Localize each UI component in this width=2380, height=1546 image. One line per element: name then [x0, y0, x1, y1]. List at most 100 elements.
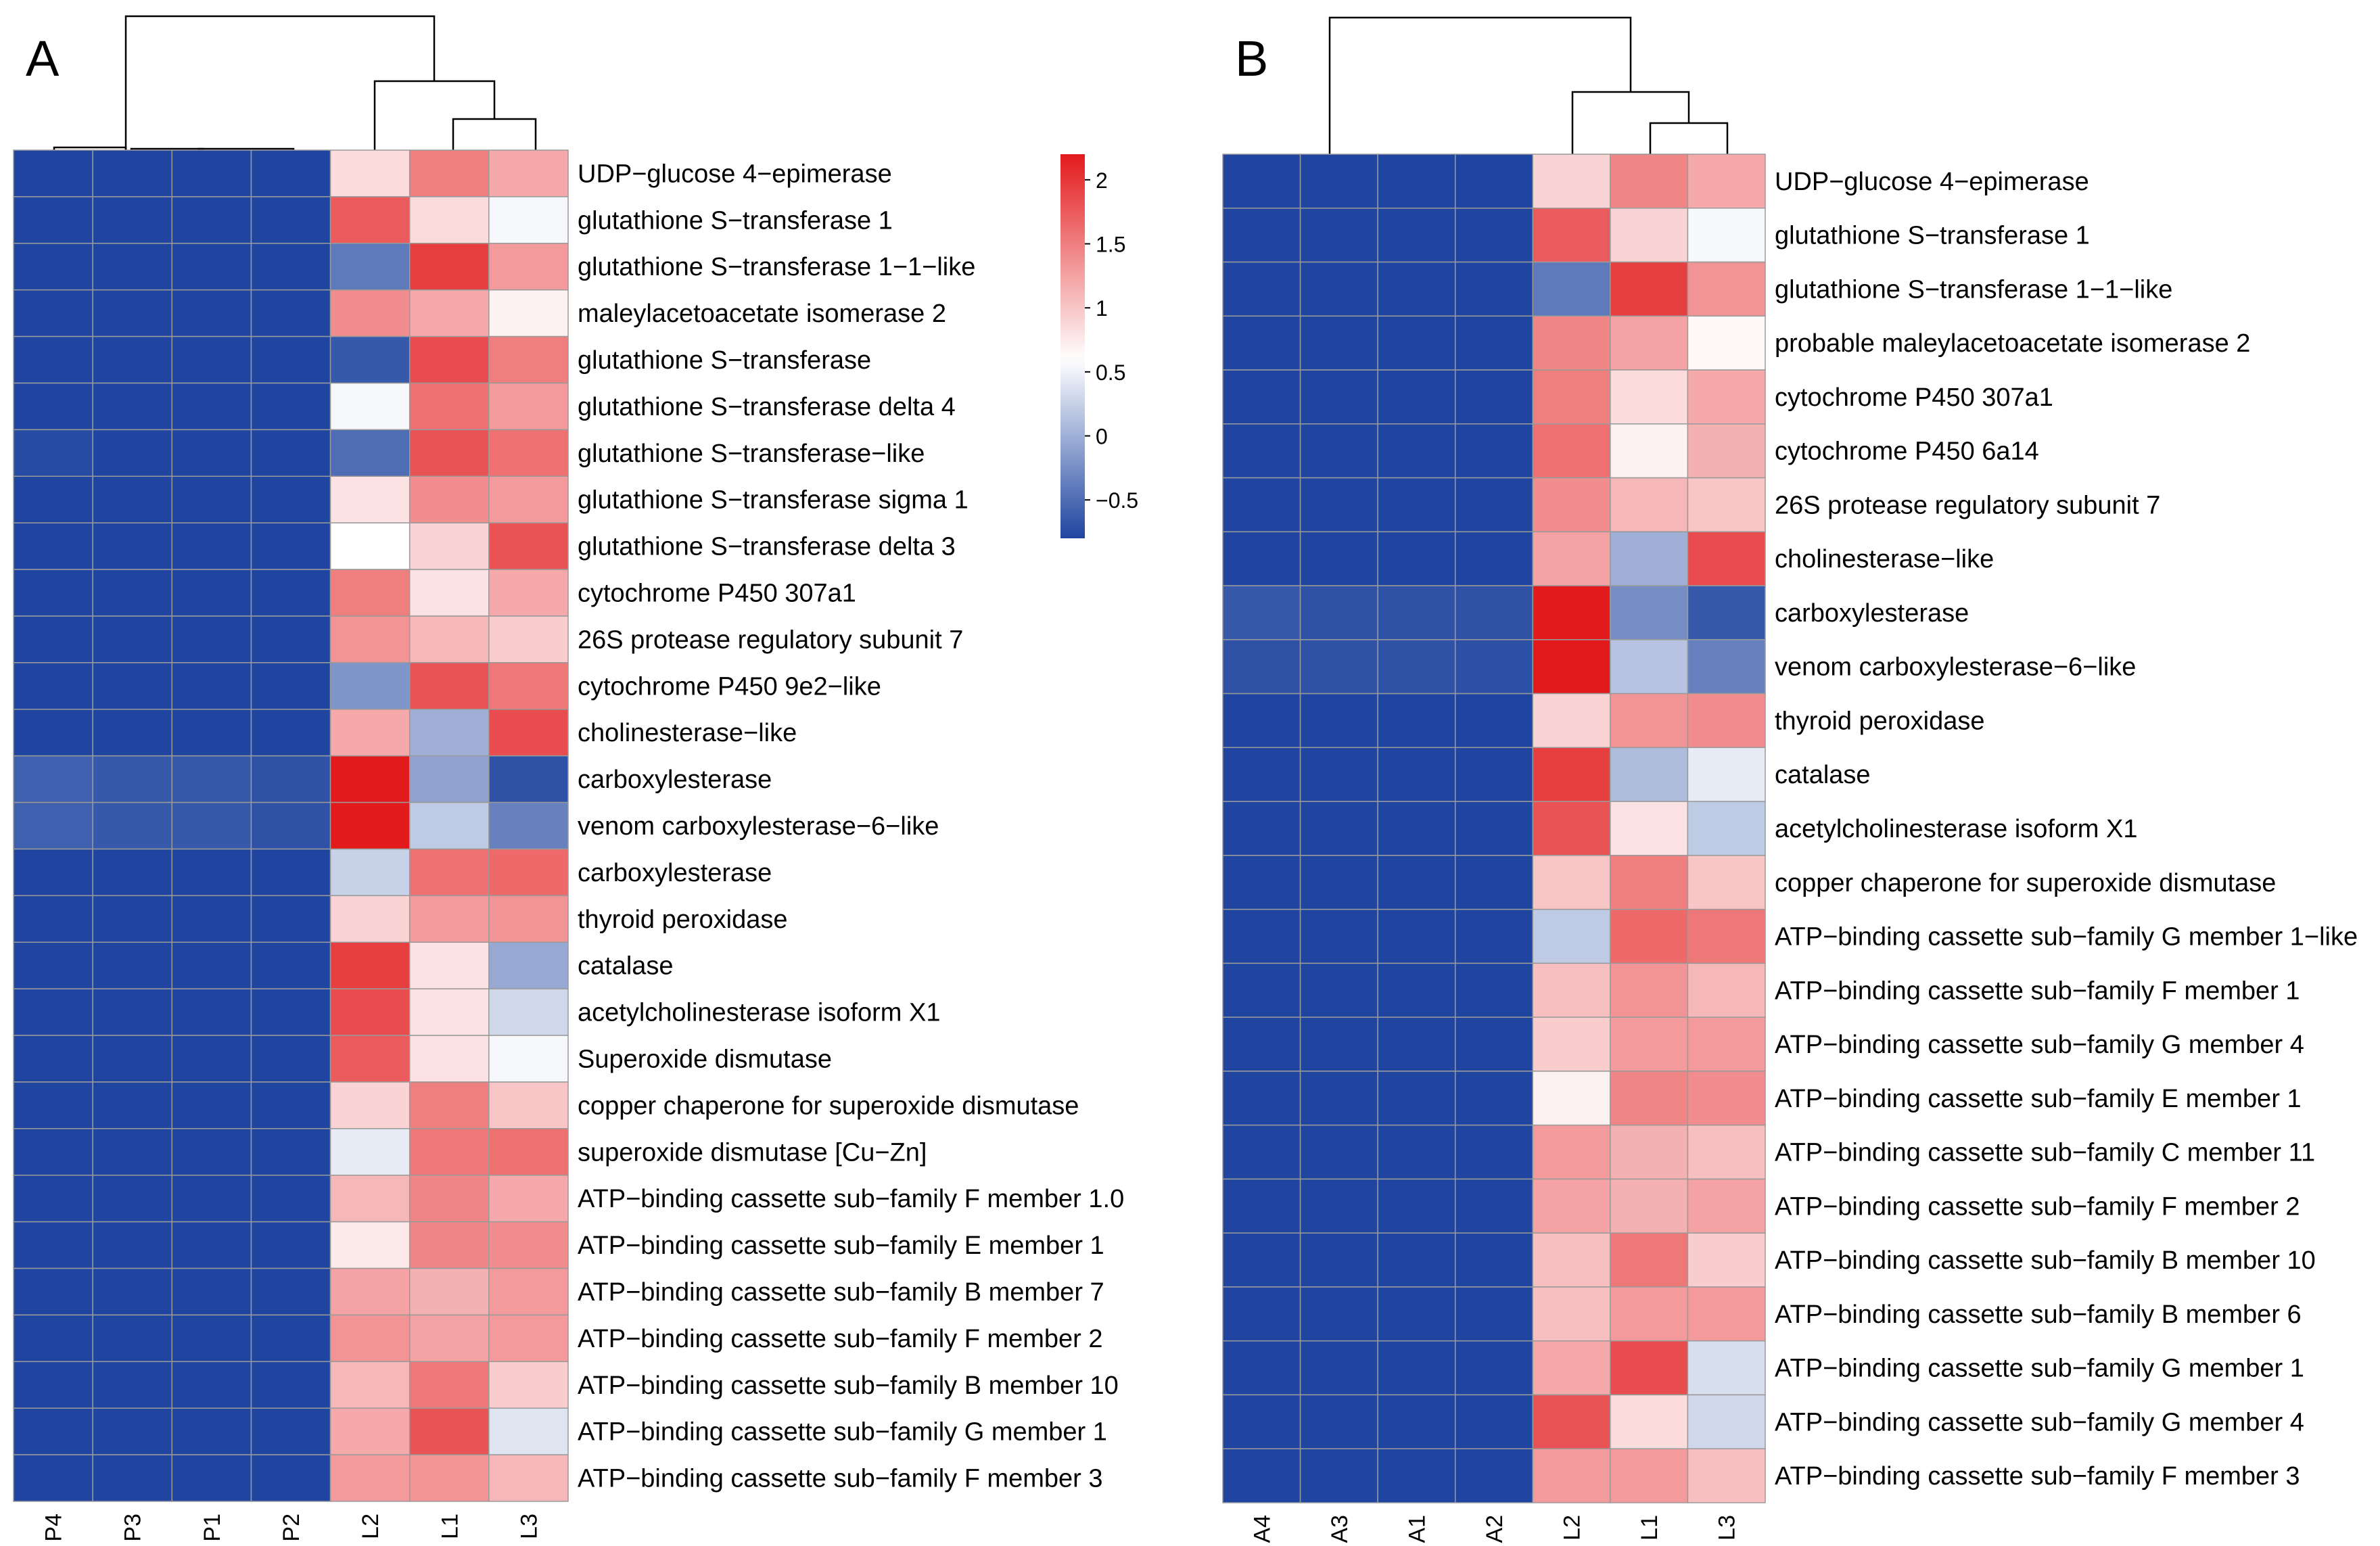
heatmap-cell [488, 755, 569, 803]
heatmap-cell [92, 475, 173, 523]
row-label: carboxylesterase [1775, 599, 1969, 628]
heatmap-cell [1454, 908, 1534, 964]
heatmap-cell [1299, 208, 1378, 263]
heatmap-cell [250, 429, 331, 477]
heatmap-cell [1454, 369, 1534, 425]
column-label: L3 [1714, 1515, 1740, 1541]
heatmap-cell [1299, 477, 1378, 533]
row-label: thyroid peroxidase [578, 906, 788, 934]
heatmap-cell [171, 1361, 252, 1409]
heatmap-cell [1687, 1286, 1766, 1342]
heatmap-cell [1222, 1286, 1301, 1342]
heatmap-cell [1687, 639, 1766, 695]
heatmap-cell [1299, 855, 1378, 910]
heatmap-cell [1222, 423, 1301, 479]
column-label: L1 [1637, 1515, 1662, 1541]
panel-b-column-dendrogram [1328, 16, 1729, 154]
column-label: A1 [1404, 1515, 1430, 1543]
heatmap-cell [92, 662, 173, 710]
heatmap-cell [1222, 855, 1301, 910]
column-label: L1 [437, 1514, 463, 1539]
heatmap-cell [250, 522, 331, 570]
heatmap-cell [1532, 908, 1611, 964]
heatmap-cell [329, 1081, 411, 1129]
row-label: cytochrome P450 307a1 [578, 580, 856, 608]
heatmap-cell [1299, 747, 1378, 802]
heatmap-cell [1532, 154, 1611, 209]
heatmap-cell [250, 1174, 331, 1223]
heatmap-cell [1222, 369, 1301, 425]
heatmap-cell [250, 755, 331, 803]
heatmap-cell [171, 243, 252, 291]
heatmap-cell [1687, 369, 1766, 425]
heatmap-cell [171, 801, 252, 850]
heatmap-cell [1377, 801, 1456, 856]
heatmap-cell [92, 522, 173, 570]
heatmap-cell [1377, 423, 1456, 479]
heatmap-cell [92, 895, 173, 943]
row-label: ATP−binding cassette sub−family G member… [578, 1418, 1107, 1447]
heatmap-cell [409, 801, 490, 850]
heatmap-cell [171, 662, 252, 710]
heatmap-cell [92, 1407, 173, 1455]
heatmap-cell [488, 1128, 569, 1176]
heatmap-cell [409, 1035, 490, 1083]
heatmap-cell [488, 1174, 569, 1223]
heatmap-cell [1687, 1124, 1766, 1180]
heatmap-cell [329, 289, 411, 337]
heatmap-cell [13, 1407, 93, 1455]
heatmap-cell [171, 335, 252, 384]
heatmap-cell [488, 709, 569, 757]
heatmap-cell [13, 801, 93, 850]
heatmap-cell [1687, 477, 1766, 533]
panel-a-column-dendrogram [53, 15, 537, 150]
heatmap-cell [13, 475, 93, 523]
row-label: ATP−binding cassette sub−family B member… [1775, 1301, 2302, 1329]
heatmap-cell [171, 1314, 252, 1363]
heatmap-cell [171, 569, 252, 617]
heatmap-cell [329, 615, 411, 663]
heatmap-cell [250, 895, 331, 943]
heatmap-cell [1610, 369, 1689, 425]
heatmap-cell [250, 1081, 331, 1129]
heatmap-cell [1532, 1071, 1611, 1126]
heatmap-cell [1222, 531, 1301, 586]
heatmap-cell [1610, 1178, 1689, 1234]
heatmap-cell [488, 196, 569, 244]
heatmap-cell [171, 1454, 252, 1502]
heatmap-cell [92, 755, 173, 803]
heatmap-cell [329, 895, 411, 943]
heatmap-cell [1299, 1016, 1378, 1072]
heatmap-cell [1532, 1394, 1611, 1449]
heatmap-cell [1532, 1448, 1611, 1503]
heatmap-cell [92, 196, 173, 244]
heatmap-cell [409, 243, 490, 291]
heatmap-cell [1532, 1178, 1611, 1234]
legend-tick-label: 1 [1096, 296, 1108, 321]
heatmap-cell [1610, 801, 1689, 856]
heatmap-cell [488, 429, 569, 477]
heatmap-cell [250, 1407, 331, 1455]
heatmap-cell [1454, 154, 1534, 209]
row-label: ATP−binding cassette sub−family E member… [1775, 1085, 2302, 1113]
heatmap-cell [329, 709, 411, 757]
heatmap-cell [409, 1174, 490, 1223]
heatmap-cell [1610, 423, 1689, 479]
heatmap-cell [409, 1221, 490, 1269]
heatmap-cell [1687, 1071, 1766, 1126]
heatmap-cell [250, 801, 331, 850]
heatmap-cell [1454, 1232, 1534, 1288]
heatmap-cell [13, 1035, 93, 1083]
heatmap-cell [1377, 1232, 1456, 1288]
panel-a: A UDP−glucose 4−epimerase glutathione S−t… [13, 15, 1138, 1542]
heatmap-cell [1687, 261, 1766, 317]
heatmap-cell [329, 1407, 411, 1455]
heatmap-cell [1610, 747, 1689, 802]
heatmap-cell [409, 755, 490, 803]
heatmap-cell [13, 1267, 93, 1316]
heatmap-cell [409, 475, 490, 523]
heatmap-cell [409, 429, 490, 477]
heatmap-cell [92, 569, 173, 617]
heatmap-cell [1610, 1286, 1689, 1342]
heatmap-cell [488, 382, 569, 431]
